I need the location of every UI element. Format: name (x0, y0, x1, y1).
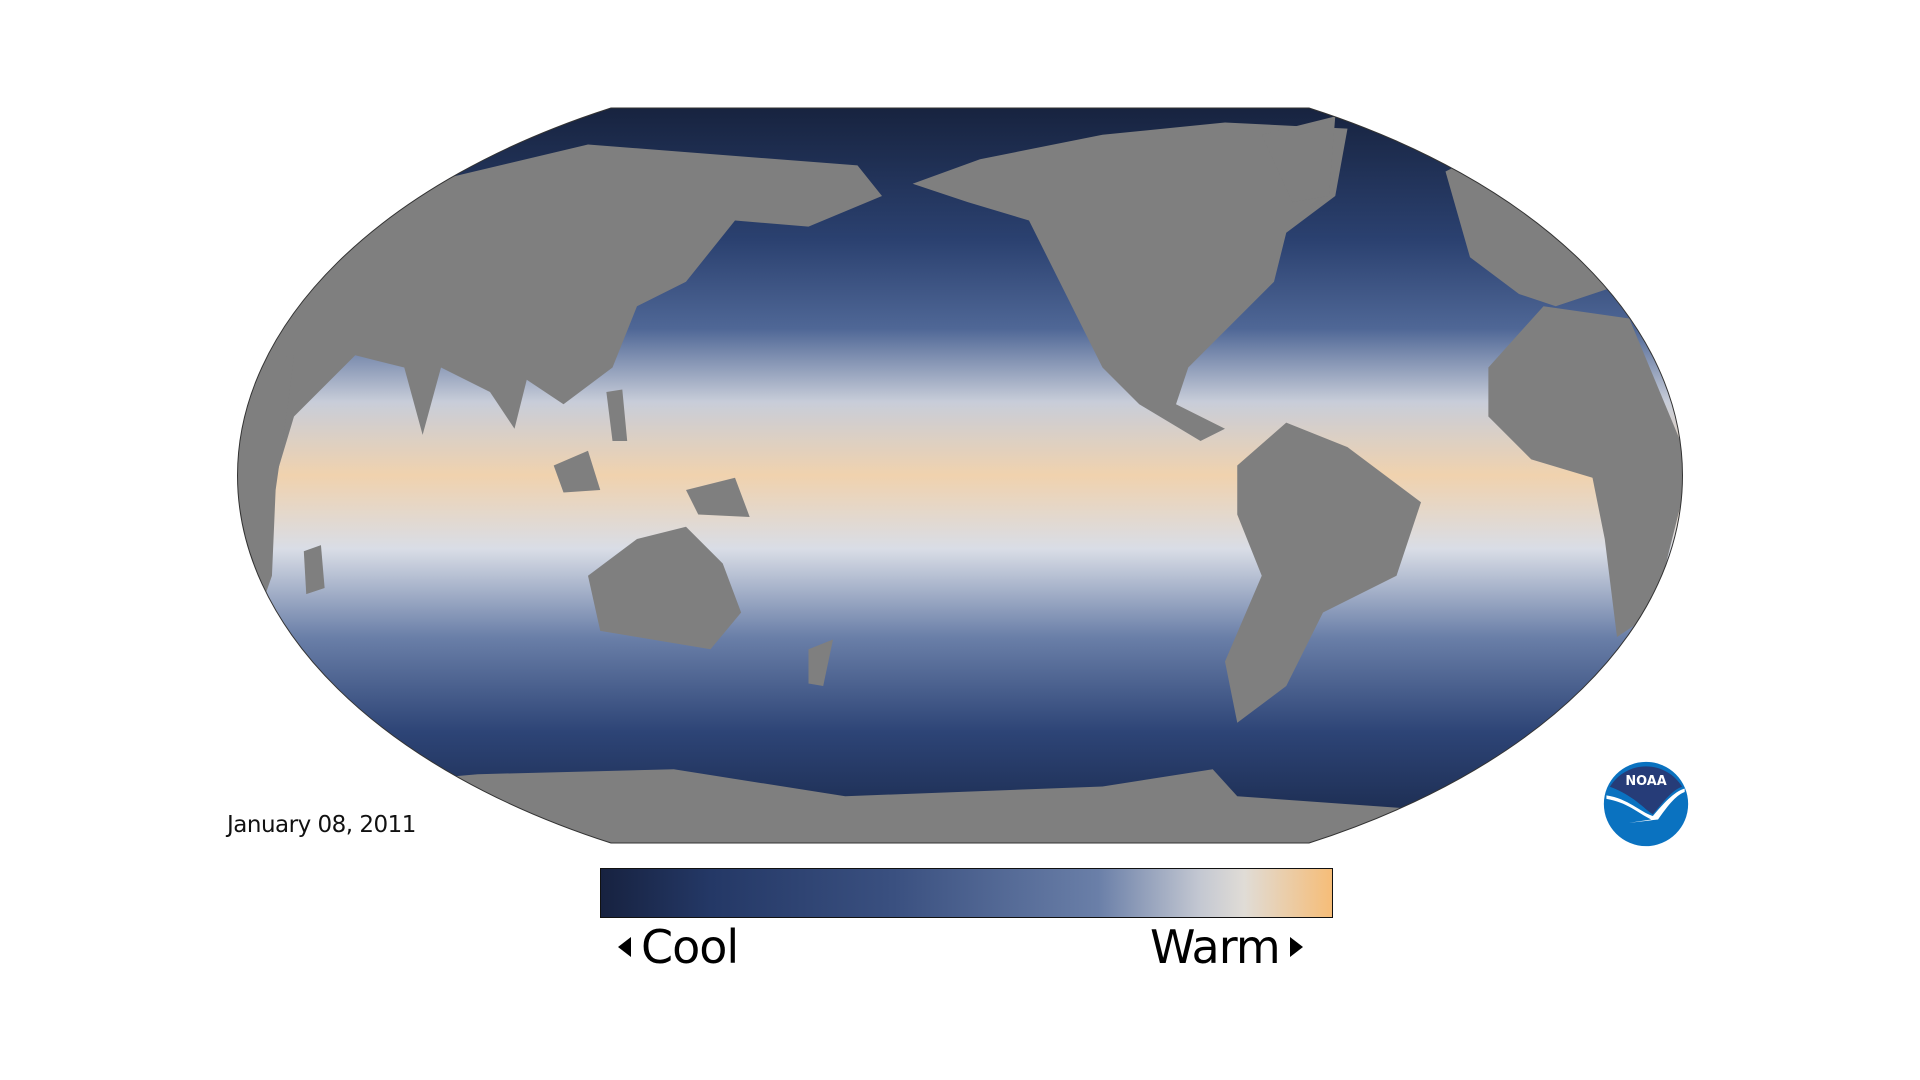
warm-legend-label: Warm (1150, 920, 1303, 974)
noaa-logo: NOAA (1603, 761, 1689, 847)
land-africa-east (237, 355, 295, 601)
cool-legend-label: Cool (618, 920, 739, 974)
land-new-zealand (808, 639, 833, 686)
left-triangle-icon (618, 937, 631, 957)
land-antarctica (367, 769, 1683, 843)
land-new-guinea (686, 477, 750, 517)
land-greenland (1261, 116, 1336, 203)
color-scale-bar (600, 868, 1333, 918)
land-asia (238, 144, 882, 478)
land-south-america (1225, 422, 1421, 723)
land-madagascar (303, 545, 325, 595)
warm-label-text: Warm (1150, 920, 1281, 974)
land-philippines (606, 389, 628, 441)
land-australia (588, 526, 742, 650)
cool-label-text: Cool (641, 920, 739, 974)
right-triangle-icon (1289, 937, 1303, 957)
noaa-logo-text: NOAA (1625, 774, 1666, 789)
date-label: January 08, 2011 (227, 812, 416, 838)
land-north-america (912, 122, 1348, 441)
land-africa (1488, 306, 1683, 638)
land-borneo (553, 450, 601, 493)
